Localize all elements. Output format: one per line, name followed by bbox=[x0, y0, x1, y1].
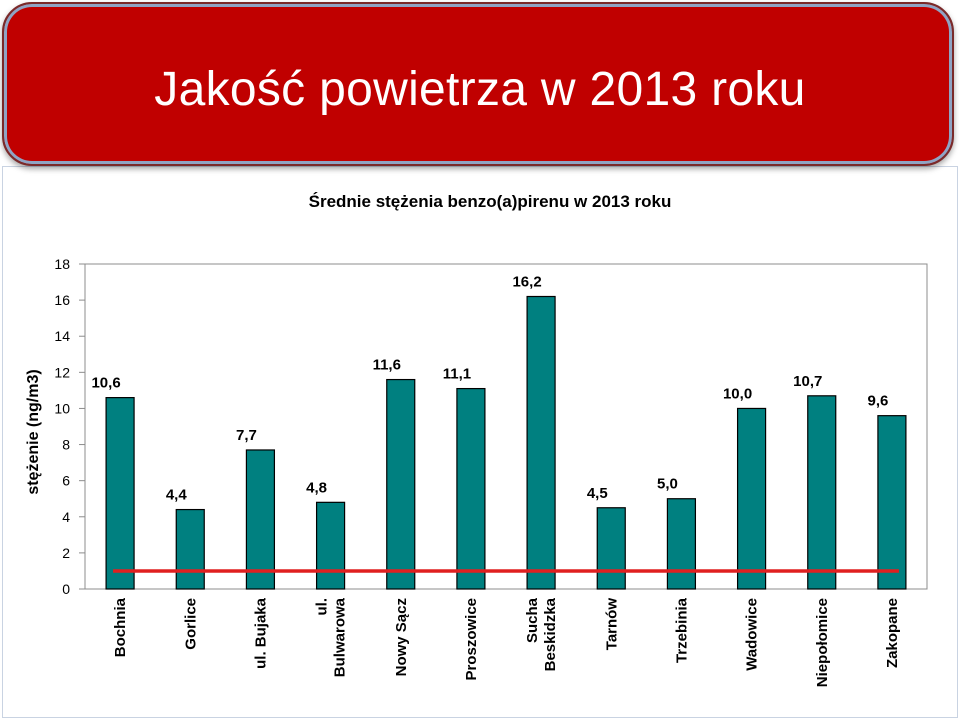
bar bbox=[666, 498, 697, 590]
category-label-line: Beskidzka bbox=[542, 597, 559, 671]
category-label: ul. Bujaka bbox=[252, 597, 269, 669]
category-label-line: Zakopane bbox=[884, 598, 901, 668]
category-label-line: Proszowice bbox=[463, 598, 480, 681]
category-label-line: Bulwarowa bbox=[332, 597, 349, 677]
category-label-line: Trzebinia bbox=[673, 597, 690, 663]
category-label: Nowy Sącz bbox=[393, 598, 410, 676]
chart-title: Średnie stężenia benzo(a)pirenu w 2013 r… bbox=[309, 192, 672, 211]
data-label: 4,5 bbox=[587, 485, 608, 502]
data-label: 10,6 bbox=[91, 375, 120, 392]
bar bbox=[596, 507, 626, 590]
bar bbox=[175, 508, 205, 590]
category-label: Wadowice bbox=[744, 598, 761, 671]
y-tick-label: 4 bbox=[62, 509, 70, 525]
y-tick-label: 0 bbox=[62, 581, 70, 597]
category-label-line: ul. bbox=[314, 598, 331, 616]
category-label-line: Tarnów bbox=[603, 598, 620, 651]
category-label: Trzebinia bbox=[673, 597, 690, 663]
plot-area: 0 2 4 6 8 10 12 14 16 18 10,6 Bochnia 4,4 Gorlice 7,7 u… bbox=[54, 256, 928, 687]
category-label: Bochnia bbox=[112, 597, 129, 657]
plot-frame bbox=[84, 263, 928, 590]
y-tick-label: 8 bbox=[62, 437, 70, 453]
category-label: Gorlice bbox=[182, 598, 199, 650]
y-tick-label: 18 bbox=[54, 256, 70, 272]
data-label: 11,6 bbox=[373, 357, 401, 374]
data-label: 16,2 bbox=[512, 274, 541, 291]
data-label: 10,7 bbox=[793, 373, 822, 390]
category-label: Zakopane bbox=[884, 598, 901, 668]
data-label: 7,7 bbox=[236, 427, 257, 444]
category-label: SuchaBeskidzka bbox=[524, 597, 559, 671]
bar bbox=[105, 397, 135, 590]
y-axis-label: stężenie (ng/m3) bbox=[25, 369, 42, 494]
data-label: 10,0 bbox=[723, 385, 752, 402]
bar bbox=[386, 378, 416, 590]
title-banner: Jakość powietrza w 2013 roku bbox=[2, 2, 954, 166]
bar bbox=[456, 387, 486, 590]
category-label: Niepołomice bbox=[814, 598, 831, 687]
bar bbox=[807, 395, 837, 590]
y-tick-label: 6 bbox=[62, 473, 70, 489]
data-label: 11,1 bbox=[443, 366, 471, 383]
category-label-line: Nowy Sącz bbox=[393, 598, 410, 676]
data-label: 9,6 bbox=[867, 393, 888, 410]
category-label: ul.Bulwarowa bbox=[314, 597, 349, 677]
bar bbox=[526, 295, 556, 590]
bar bbox=[245, 449, 276, 590]
category-label-line: Niepołomice bbox=[814, 598, 831, 687]
slide-title: Jakość powietrza w 2013 roku bbox=[154, 63, 806, 116]
y-tick-label: 2 bbox=[62, 545, 70, 561]
bar bbox=[877, 415, 907, 590]
y-tick-label: 14 bbox=[54, 328, 70, 344]
category-label: Tarnów bbox=[603, 598, 620, 651]
category-label-line: ul. Bujaka bbox=[252, 597, 269, 669]
category-label-line: Gorlice bbox=[182, 598, 199, 650]
y-tick-label: 16 bbox=[54, 292, 70, 308]
category-label-line: Wadowice bbox=[744, 598, 761, 671]
category-label: Proszowice bbox=[463, 598, 480, 681]
data-label: 4,8 bbox=[306, 479, 327, 496]
bar bbox=[315, 501, 346, 590]
y-tick-label: 12 bbox=[54, 364, 70, 380]
data-label: 4,4 bbox=[166, 487, 188, 504]
y-tick-label: 10 bbox=[54, 400, 70, 416]
category-label-line: Sucha bbox=[524, 597, 541, 643]
category-label-line: Bochnia bbox=[112, 597, 129, 657]
data-label: 5,0 bbox=[657, 476, 678, 493]
bar bbox=[736, 407, 767, 590]
